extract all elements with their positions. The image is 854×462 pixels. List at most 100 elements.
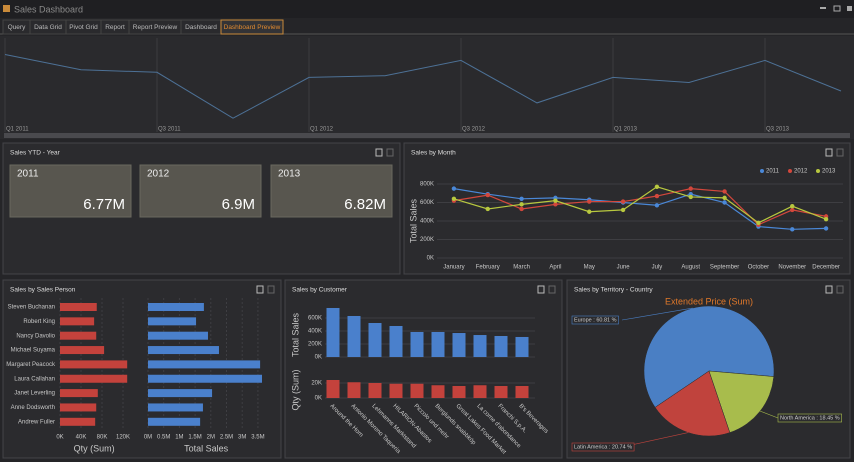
x-tick-label: 0K [56, 435, 63, 441]
y-tick-label: 600K [308, 316, 322, 322]
panel-title: Sales YTD - Year [10, 150, 61, 157]
bar [148, 417, 201, 426]
leader-line [621, 307, 693, 321]
filter-icon[interactable] [548, 285, 556, 294]
data-point [790, 207, 795, 213]
y-tick-label: 0K [315, 355, 322, 361]
bar [148, 303, 204, 311]
slice-label-box [571, 442, 635, 452]
app-icon [3, 5, 10, 12]
category-label: Michael Suyama [11, 348, 56, 354]
x-tick-label: Q3 2011 [158, 127, 181, 133]
export-icon[interactable] [825, 285, 833, 294]
export-icon[interactable] [825, 148, 833, 157]
data-point [451, 196, 457, 201]
bar [515, 386, 529, 398]
slice-label: Latin America : 20.74 % [574, 444, 632, 450]
series-line [453, 186, 827, 224]
data-point [790, 227, 795, 232]
y-tick-label: 0K [315, 396, 322, 402]
y-tick-label: 20K [311, 381, 322, 387]
x-axis-label: Total Sales [184, 443, 229, 453]
x-tick-label: August [681, 265, 700, 271]
export-icon[interactable] [537, 285, 545, 294]
kpi-label: 2012 [147, 169, 170, 180]
chart-title: Extended Price (Sum) [665, 296, 753, 306]
title-bar [0, 0, 854, 18]
filter-icon[interactable] [386, 148, 394, 157]
tab-label: Dashboard [185, 24, 217, 31]
category-label: Laura Callahan [14, 376, 55, 382]
x-tick-label: 3M [238, 435, 246, 441]
bar [148, 389, 213, 398]
bar [389, 325, 403, 357]
minimize-button[interactable] [820, 7, 826, 9]
category-label: Margaret Peacock [6, 362, 56, 368]
legend-marker [788, 169, 792, 173]
data-point [587, 199, 592, 204]
kpi-value: 6.77M [83, 196, 125, 213]
filter-icon[interactable] [836, 148, 844, 157]
bar [60, 389, 98, 398]
x-tick-label: 2.5M [220, 435, 233, 441]
data-point [688, 186, 693, 191]
data-point [654, 184, 660, 189]
category-label: Anne Dodsworth [11, 405, 55, 411]
bar [60, 374, 128, 383]
y-tick-label: 800K [420, 182, 434, 188]
x-tick-label: July [652, 265, 663, 271]
data-point [790, 204, 795, 209]
x-tick-label: 80K [97, 435, 108, 441]
leader-line [760, 410, 779, 419]
bar [347, 315, 361, 357]
data-point [620, 199, 626, 204]
data-point [553, 198, 558, 203]
bar [347, 382, 361, 398]
x-tick-label: May [584, 265, 595, 271]
panel-sales-month [403, 142, 851, 275]
close-button[interactable] [847, 6, 852, 11]
window-title: Sales Dashboard [14, 4, 83, 14]
x-tick-label: Q1 2012 [310, 127, 334, 133]
maximize-button[interactable] [833, 5, 841, 12]
bar [473, 385, 487, 398]
tab-label: Dashboard Preview [224, 24, 281, 31]
category-label: Steven Buchanan [8, 305, 55, 311]
filter-icon[interactable] [267, 285, 275, 294]
y-tick-label: 200K [308, 342, 322, 348]
data-point [654, 193, 660, 199]
kpi-label: 2011 [17, 169, 39, 180]
export-icon[interactable] [256, 285, 264, 294]
tab-label: Pivot Grid [69, 24, 98, 31]
data-point [823, 216, 829, 222]
x-tick-label: March [513, 265, 530, 271]
export-icon[interactable] [375, 148, 383, 157]
bar [368, 323, 382, 357]
x-tick-label: 40K [76, 435, 87, 441]
range-scrollbar[interactable] [4, 133, 850, 138]
bar [148, 374, 263, 383]
bar [368, 383, 382, 398]
bar [494, 386, 508, 398]
bar [148, 360, 261, 369]
data-point [823, 226, 829, 231]
x-tick-label: Q3 2012 [462, 127, 486, 133]
legend-label: 2013 [822, 169, 836, 175]
x-tick-label: 3.5M [251, 435, 264, 441]
y-tick-label: 400K [308, 329, 322, 335]
y-axis-label: Total Sales [290, 312, 300, 357]
kpi-card [9, 164, 132, 218]
panel-title: Sales by Customer [292, 287, 348, 294]
tab-label: Report [105, 24, 125, 31]
filter-icon[interactable] [836, 285, 844, 294]
bar [473, 335, 487, 357]
data-point [553, 202, 558, 207]
bar [60, 317, 95, 326]
range-navigator [0, 36, 854, 139]
x-tick-label: Q3 2013 [766, 127, 790, 133]
x-tick-label: January [443, 265, 464, 271]
tab[interactable] [220, 19, 284, 35]
slice-label-box [777, 413, 842, 423]
bar [60, 403, 97, 412]
